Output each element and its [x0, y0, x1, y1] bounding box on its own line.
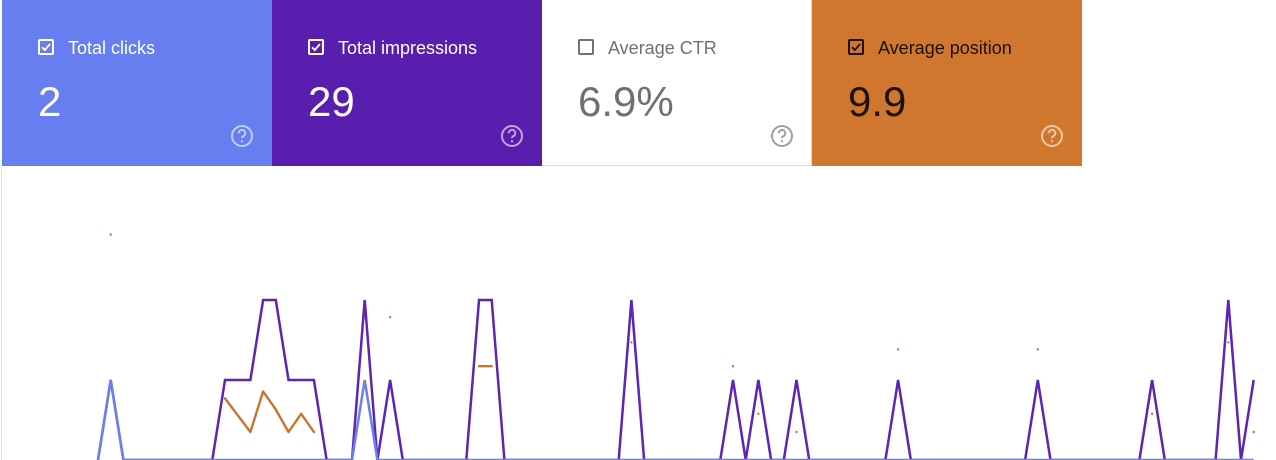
metric-card[interactable]: Average position 9.9	[812, 0, 1082, 166]
help-icon[interactable]	[770, 124, 794, 153]
metric-cards: Total clicks 2 Total impressions 29 Average …	[2, 0, 1082, 166]
metric-value: 2	[38, 78, 62, 125]
checkbox[interactable]	[38, 39, 54, 55]
help-icon[interactable]	[500, 124, 524, 153]
metric-card[interactable]: Total impressions 29	[272, 0, 542, 166]
metric-label: Total impressions	[338, 38, 478, 58]
metric-value: 6.9%	[578, 78, 674, 125]
panel-border	[1, 166, 2, 460]
metric-value: 29	[308, 78, 355, 125]
checkbox[interactable]	[308, 39, 324, 55]
checkbox[interactable]	[848, 39, 864, 55]
help-icon[interactable]	[1040, 124, 1064, 153]
metric-value: 9.9	[848, 78, 907, 125]
series-line	[96, 298, 1255, 460]
metric-card[interactable]: Total clicks 2	[2, 0, 272, 166]
metric-label: Average CTR	[608, 38, 717, 58]
help-icon[interactable]	[230, 124, 254, 153]
series-line	[109, 233, 1255, 434]
metric-label: Average position	[878, 38, 1012, 58]
metric-label: Total clicks	[68, 38, 156, 58]
metric-card[interactable]: Average CTR 6.9%	[542, 0, 812, 166]
checkbox[interactable]	[578, 39, 594, 55]
series-line	[96, 379, 1254, 460]
